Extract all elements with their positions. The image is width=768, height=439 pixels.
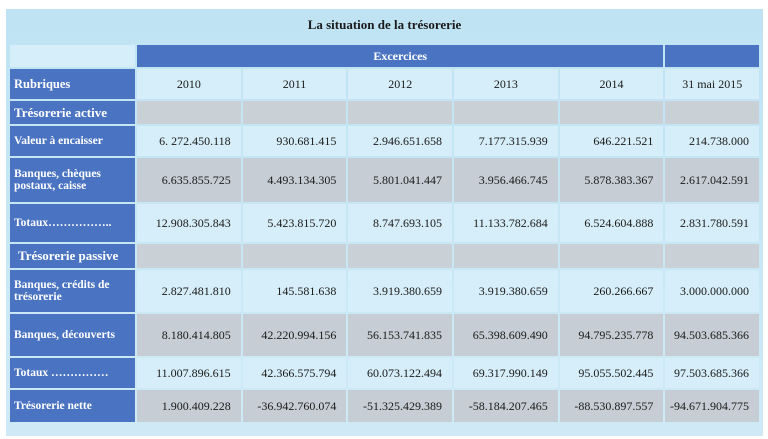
year-header: 31 mai 2015	[665, 69, 759, 99]
value-cell: 4.493.134.305	[242, 158, 347, 202]
value-cell: -88.530.897.557	[559, 390, 664, 422]
value-cell: 97.503.685.366	[665, 358, 759, 388]
value-cell: 6.635.855.725	[137, 158, 241, 202]
table-row: Valeur à encaisser 6. 272.450.118 930.68…	[10, 126, 759, 156]
corner-cell	[10, 45, 136, 67]
row-label: Banques, crédits de trésorerie	[10, 270, 136, 312]
value-cell: 12.908.305.843	[137, 204, 241, 242]
value-cell: 7.177.315.939	[454, 126, 558, 156]
value-cell: 11.007.896.615	[137, 358, 241, 388]
year-header: 2011	[242, 69, 347, 99]
value-cell: 3.956.466.745	[454, 158, 558, 202]
value-cell: 2.617.042.591	[665, 158, 759, 202]
value-cell: 11.133.782.684	[454, 204, 558, 242]
table-row: Trésorerie nette 1.900.409.228 -36.942.7…	[10, 390, 759, 422]
blank-cell	[559, 244, 664, 268]
blank-cell	[454, 244, 558, 268]
value-cell: 260.266.667	[559, 270, 664, 312]
blank-cell	[559, 101, 664, 124]
blank-cell	[348, 101, 453, 124]
value-cell: 1.900.409.228	[137, 390, 241, 422]
section-passive-label: Trésorerie passive	[10, 244, 136, 268]
value-cell: 60.073.122.494	[348, 358, 453, 388]
row-label: Totaux ……………	[10, 358, 136, 388]
value-cell: 95.055.502.445	[559, 358, 664, 388]
value-cell: 42.366.575.794	[242, 358, 347, 388]
value-cell: 2.831.780.591	[665, 204, 759, 242]
value-cell: 2.946.651.658	[348, 126, 453, 156]
blank-cell	[137, 101, 241, 124]
blank-cell	[242, 244, 347, 268]
rubriques-header: Rubriques	[10, 69, 136, 99]
value-cell: 8.180.414.805	[137, 314, 241, 356]
blank-cell	[348, 244, 453, 268]
section-row-active: Trésorerie active	[10, 101, 759, 124]
blank-cell	[665, 244, 759, 268]
table-row: Totaux…………….. 12.908.305.843 5.423.815.7…	[10, 204, 759, 242]
value-cell: 214.738.000	[665, 126, 759, 156]
value-cell: 56.153.741.835	[348, 314, 453, 356]
value-cell: 3.919.380.659	[348, 270, 453, 312]
table-row: Banques, crédits de trésorerie 2.827.481…	[10, 270, 759, 312]
year-header: 2012	[348, 69, 453, 99]
section-active-label: Trésorerie active	[10, 101, 136, 124]
blank-cell	[454, 101, 558, 124]
value-cell: -36.942.760.074	[242, 390, 347, 422]
value-cell: 5.423.815.720	[242, 204, 347, 242]
value-cell: 930.681.415	[242, 126, 347, 156]
blank-cell	[665, 101, 759, 124]
row-label: Banques, découverts	[10, 314, 136, 356]
value-cell: 3.919.380.659	[454, 270, 558, 312]
value-cell: 6.524.604.888	[559, 204, 664, 242]
year-header: 2013	[454, 69, 558, 99]
value-cell: 5.801.041.447	[348, 158, 453, 202]
year-header: 2014	[559, 69, 664, 99]
value-cell: 94.795.235.778	[559, 314, 664, 356]
treasury-table: Excercices Rubriques 2010 2011 2012 2013…	[8, 43, 761, 424]
table-title: La situation de la trésorerie	[307, 17, 462, 32]
exercices-header: Excercices	[137, 45, 664, 67]
row-label: Valeur à encaisser	[10, 126, 136, 156]
table-row: Totaux …………… 11.007.896.615 42.366.575.7…	[10, 358, 759, 388]
value-cell: 94.503.685.366	[665, 314, 759, 356]
value-cell: 6. 272.450.118	[137, 126, 241, 156]
value-cell: 8.747.693.105	[348, 204, 453, 242]
year-header: 2010	[137, 69, 241, 99]
value-cell: -51.325.429.389	[348, 390, 453, 422]
header-cell-blank	[665, 45, 759, 67]
value-cell: 2.827.481.810	[137, 270, 241, 312]
value-cell: 5.878.383.367	[559, 158, 664, 202]
header-row-years: Rubriques 2010 2011 2012 2013 2014 31 ma…	[10, 69, 759, 99]
table-frame: La situation de la trésorerie Excercices…	[6, 9, 763, 436]
row-label: Banques, chèques postaux, caisse	[10, 158, 136, 202]
value-cell: -94.671.904.775	[665, 390, 759, 422]
table-row: Banques, chèques postaux, caisse 6.635.8…	[10, 158, 759, 202]
value-cell: 69.317.990.149	[454, 358, 558, 388]
value-cell: 65.398.609.490	[454, 314, 558, 356]
value-cell: 646.221.521	[559, 126, 664, 156]
table-row: Banques, découverts 8.180.414.805 42.220…	[10, 314, 759, 356]
value-cell: 42.220.994.156	[242, 314, 347, 356]
value-cell: 145.581.638	[242, 270, 347, 312]
value-cell: -58.184.207.465	[454, 390, 558, 422]
header-row-group: Excercices	[10, 45, 759, 67]
blank-cell	[242, 101, 347, 124]
section-row-passive: Trésorerie passive	[10, 244, 759, 268]
row-label: Totaux……………..	[10, 204, 136, 242]
value-cell: 3.000.000.000	[665, 270, 759, 312]
row-label: Trésorerie nette	[10, 390, 136, 422]
blank-cell	[137, 244, 241, 268]
